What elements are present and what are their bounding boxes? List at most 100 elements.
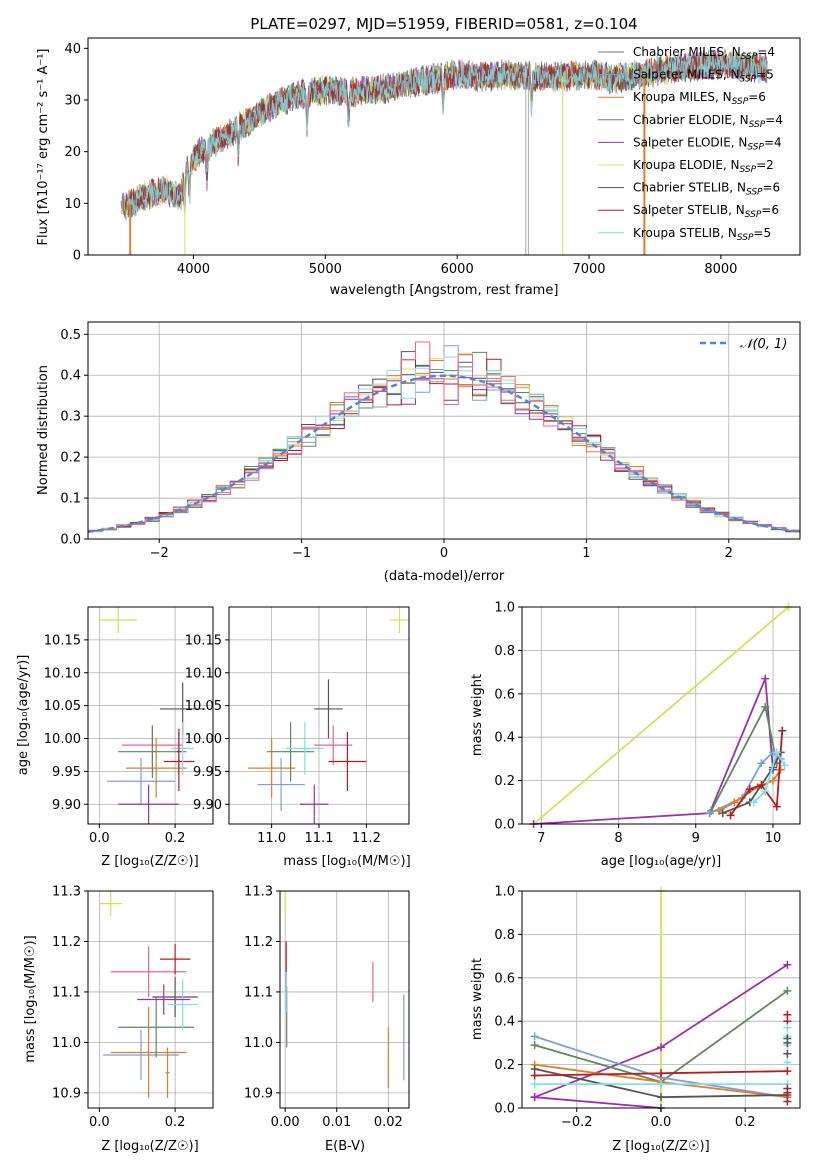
y-tick-label: 9.95: [52, 765, 81, 780]
legend-label: Kroupa STELIB, NSSP=5: [633, 226, 771, 243]
plus-marker: [657, 1043, 665, 1052]
histogram-step: [88, 341, 800, 532]
errorbar-group: [247, 607, 409, 824]
age-vs-z-panel: 0.0 0.2 9.90 9.95 10.00 10.05 10.10 10.15 Z [lo…: [16, 606, 214, 869]
plus-marker: [783, 1010, 792, 1019]
legend-subscript: SSP: [741, 52, 758, 62]
plus-marker: [705, 809, 714, 818]
mass-weight-line: [534, 1096, 662, 1109]
legend-subscript: SSP: [737, 233, 754, 243]
residuals-ylabel: Normed distribution: [36, 365, 51, 495]
plus-marker: [783, 986, 792, 995]
plus-marker: [757, 759, 766, 768]
plus-marker: [761, 702, 770, 711]
plus-marker: [749, 798, 758, 807]
legend-value: =4: [765, 113, 783, 127]
x-tick-label: 7: [537, 831, 545, 846]
y-tick-label: 0.8: [494, 928, 515, 943]
gaussian-curve: [87, 374, 801, 534]
plus-marker: [772, 748, 781, 757]
x-tick-label: 6000: [441, 262, 474, 277]
x-tick-label: −1: [292, 546, 311, 561]
mass-weight-vs-z-ylabel: mass weight: [470, 958, 485, 1040]
plus-marker: [783, 1058, 792, 1067]
age-vs-mass-panel: 11.0 11.1 11.2 9.90 9.95 10.00 10.05 10.10 10.15…: [185, 606, 411, 869]
y-tick-label: 0.3: [60, 410, 81, 425]
y-tick-label: 0.8: [494, 644, 515, 659]
plus-marker: [761, 787, 770, 796]
mass-vs-z-marks: [88, 890, 213, 1108]
y-tick-label: 11.2: [52, 935, 81, 950]
y-tick-label: 10.05: [44, 699, 81, 714]
legend-value: =6: [763, 181, 781, 195]
plus-marker: [783, 1049, 792, 1058]
plus-marker: [730, 798, 739, 807]
plus-marker: [530, 1041, 539, 1050]
y-tick-label: 9.90: [52, 798, 81, 813]
legend-value: =5: [753, 226, 771, 240]
legend-value: =5: [756, 68, 774, 82]
mass-vs-ebv-ticks: 0.00 0.01 0.02 10.9 11.0 11.1 11.2 11.3: [244, 885, 403, 1131]
mass-weight-vs-age-panel: 7 8 9 10 0.0 0.2 0.4 0.6 0.8 1.0 age [log₁₀(age/y…: [470, 601, 801, 869]
y-tick-label: 11.1: [244, 985, 273, 1000]
spectrum-series-line: [125, 49, 768, 217]
legend-subscript: SSP: [746, 188, 763, 198]
plus-marker: [783, 1034, 792, 1043]
residuals-ticks: −2 −1 0 1 2 0.0 0.1 0.2 0.3 0.4 0.5: [60, 328, 733, 561]
plus-marker: [783, 1097, 792, 1106]
plus-marker: [657, 1069, 665, 1078]
x-tick-label: 10: [765, 831, 782, 846]
legend-label: Salpeter MILES, NSSP=5: [633, 68, 774, 85]
legend-label: Chabrier MILES, NSSP=4: [633, 45, 775, 62]
y-tick-label: 40: [64, 42, 81, 57]
y-tick-label: 10.00: [185, 732, 222, 747]
errorbar-group: [284, 891, 405, 1088]
plus-marker: [530, 1032, 539, 1041]
y-tick-label: 0.6: [494, 687, 515, 702]
legend-value: =6: [748, 90, 766, 104]
age-vs-mass-xlabel: mass [log₁₀(M/M☉)]: [283, 854, 410, 869]
age-vs-z-frame: [87, 606, 214, 825]
mass-weight-vs-age-marks: [522, 603, 800, 828]
x-tick-label: 11.0: [257, 831, 286, 846]
legend-label: Kroupa MILES, NSSP=6: [633, 90, 766, 107]
y-tick-label: 0.2: [494, 774, 515, 789]
x-tick-label: 0.0: [651, 1115, 672, 1130]
mass-weight-vs-z-ticks: −0.2 0.0 0.2 0.0 0.2 0.4 0.6 0.8 1.0: [494, 885, 755, 1131]
y-tick-label: 30: [64, 94, 81, 109]
plus-marker: [726, 811, 735, 820]
plus-marker: [783, 1067, 792, 1076]
mass-weight-vs-z-marks: [522, 887, 800, 1112]
mass-weight-vs-age-xlabel: age [log₁₀(age/yr)]: [601, 854, 722, 869]
mass-weight-vs-age-frame: [521, 606, 801, 825]
y-tick-label: 0.2: [494, 1058, 515, 1073]
y-tick-label: 10.05: [185, 699, 222, 714]
y-tick-label: 9.95: [193, 765, 222, 780]
x-tick-label: 0: [440, 546, 448, 561]
x-tick-label: 0.2: [735, 1115, 756, 1130]
spectrum-series-group: [120, 48, 768, 255]
mass-weight-vs-z-panel: −0.2 0.0 0.2 0.0 0.2 0.4 0.6 0.8 1.0 Z [log₁₀(Z/…: [470, 885, 801, 1154]
legend-subscript: SSP: [747, 142, 764, 152]
y-tick-label: 0.1: [60, 492, 81, 507]
x-tick-label: −0.2: [561, 1115, 593, 1130]
y-tick-label: 10.9: [244, 1086, 273, 1101]
plus-marker: [530, 1093, 539, 1102]
y-tick-label: 20: [64, 145, 81, 160]
age-vs-mass-ticks: 11.0 11.1 11.2 9.90 9.95 10.00 10.05 10.10 10.15: [185, 633, 381, 846]
y-tick-label: 0.0: [494, 1102, 515, 1117]
spectrum-axes-frame: [87, 37, 801, 256]
mass-weight-vs-age-ticks: 7 8 9 10 0.0 0.2 0.4 0.6 0.8 1.0: [494, 601, 781, 847]
spectrum-ylabel: Flux [fλ10⁻¹⁷ erg cm⁻² s⁻¹ A⁻¹]: [36, 49, 51, 246]
y-tick-label: 11.3: [244, 885, 273, 900]
errorbar-group: [99, 607, 206, 824]
y-tick-label: 10.10: [185, 666, 222, 681]
mass-weight-vs-z-xlabel: Z [log₁₀(Z/Z☉)]: [612, 1139, 709, 1154]
x-tick-label: 8: [614, 831, 622, 846]
age-vs-mass-marks: [229, 607, 409, 824]
x-tick-label: 0.2: [165, 1115, 186, 1130]
y-tick-label: 1.0: [494, 601, 515, 616]
plus-marker: [761, 674, 770, 683]
plus-marker: [657, 1093, 665, 1102]
